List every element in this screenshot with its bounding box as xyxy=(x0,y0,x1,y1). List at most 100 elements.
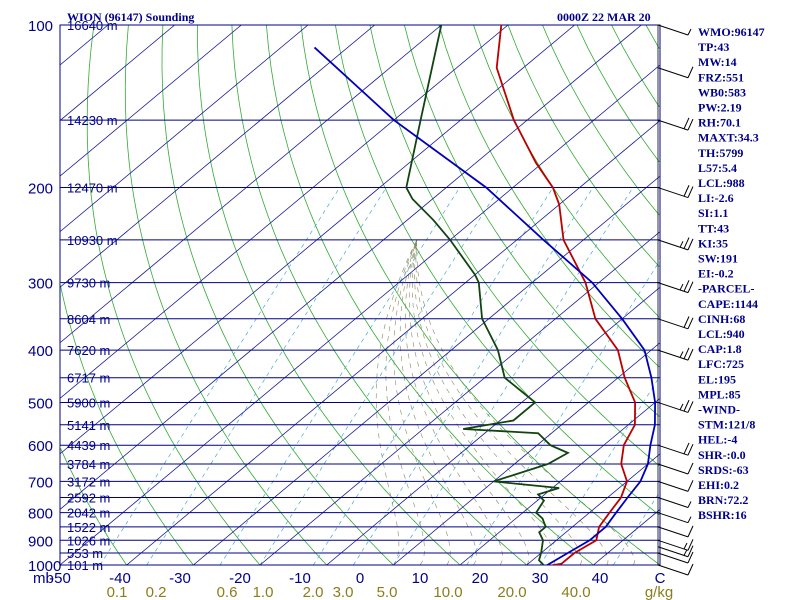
pressure-tick-label: 100 xyxy=(28,18,53,35)
height-label: 2042 m xyxy=(67,506,110,521)
isotherm xyxy=(459,397,660,565)
wind-barb-staff xyxy=(657,463,689,475)
isotherm xyxy=(60,25,309,233)
index-item: STM:121/8 xyxy=(698,418,755,432)
wind-barb-half xyxy=(679,351,684,358)
mixing-ratio-label: 0.2 xyxy=(146,584,167,600)
wind-barb-staff xyxy=(657,187,689,199)
index-item: LCL:940 xyxy=(698,327,745,341)
height-label: 12470 m xyxy=(67,181,118,196)
index-item: SI:1.1 xyxy=(698,206,728,220)
wind-barb-staff xyxy=(657,239,689,251)
isotherm xyxy=(259,231,660,565)
index-item: MAXT:34.3 xyxy=(698,131,759,145)
wind-barb-staff xyxy=(657,119,689,131)
moist-adiabat xyxy=(375,239,418,565)
wind-barb-flag xyxy=(687,281,694,293)
pressure-tick-label: 600 xyxy=(28,438,53,455)
index-item: MW:14 xyxy=(698,55,737,69)
isotherm xyxy=(193,175,660,565)
wind-barbs xyxy=(657,24,694,576)
wind-barb-staff xyxy=(657,67,689,79)
index-item: CAP:1.8 xyxy=(698,342,742,356)
mixing-ratio-line xyxy=(393,187,634,565)
moist-adiabat xyxy=(399,239,477,565)
wind-barb-staff xyxy=(657,526,689,538)
index-item: L57:5.4 xyxy=(698,161,737,175)
index-item: CAPE:1144 xyxy=(698,297,758,311)
mixing-ratio-label: 1.0 xyxy=(253,584,274,600)
mixing-ratio-line xyxy=(146,187,387,565)
wind-barb-half xyxy=(687,501,692,508)
index-item: PW:2.19 xyxy=(698,101,742,115)
wind-barb-flag xyxy=(683,347,690,360)
height-label: 6717 m xyxy=(67,371,110,386)
mixing-ratio-line xyxy=(219,187,460,565)
isotherm xyxy=(60,25,375,288)
background-grid xyxy=(60,25,660,565)
wind-barb-flag xyxy=(683,237,690,249)
mixing-ratio-label: 0.6 xyxy=(217,584,238,600)
height-label: 10930 m xyxy=(67,233,118,248)
temperature-tick-label: 30 xyxy=(532,570,549,587)
index-item: EI:-0.2 xyxy=(698,267,734,281)
dry-adiabat xyxy=(335,25,660,517)
index-item: KI:35 xyxy=(698,236,728,250)
wind-barb-flag xyxy=(687,551,694,564)
index-item: SRDS:-63 xyxy=(698,463,749,477)
pressure-tick-label: 1000 xyxy=(28,558,61,575)
wind-barb-half xyxy=(679,403,684,411)
pressure-tick-label: 800 xyxy=(28,506,53,523)
moist-adiabat xyxy=(414,239,582,565)
isotherm xyxy=(60,25,175,122)
wind-barb-flag xyxy=(687,348,694,361)
dry-adiabat xyxy=(86,25,261,565)
pressure-tick-label: 300 xyxy=(28,276,53,293)
mixing-ratio-line xyxy=(99,187,340,565)
height-label: 5141 m xyxy=(67,418,110,433)
mixing-ratio-label: 10.0 xyxy=(433,584,462,600)
isotherm xyxy=(60,64,660,565)
wind-barb xyxy=(657,497,692,509)
wind-barb xyxy=(657,512,692,524)
wind-barb-staff xyxy=(657,401,689,413)
wind-barb-flag xyxy=(687,66,694,78)
wind-barb-flag xyxy=(687,317,694,330)
pressure-tick-label: 900 xyxy=(28,533,53,550)
mixing-ratio-label: 5.0 xyxy=(377,584,398,600)
isotherm xyxy=(60,25,442,344)
sounding-traces xyxy=(313,25,657,565)
wind-barb xyxy=(657,237,694,251)
wind-barb-staff xyxy=(657,552,689,564)
index-item: WMO:96147 xyxy=(698,25,765,39)
temperature-tick-label: 0 xyxy=(356,570,364,587)
wind-barb-staff xyxy=(657,539,689,551)
wind-barb xyxy=(657,480,694,492)
mixing-ratio-line xyxy=(353,187,594,565)
index-item: BSHR:16 xyxy=(698,508,747,522)
wind-barb xyxy=(657,539,694,551)
wind-barb-flag xyxy=(683,442,690,455)
mixing-ratio-line xyxy=(466,259,660,565)
height-label: 2592 m xyxy=(67,491,110,506)
index-item: BRN:72.2 xyxy=(698,493,748,507)
wind-barb-flag xyxy=(687,186,694,198)
wind-barb xyxy=(657,563,694,576)
wind-barb-flag xyxy=(687,539,694,551)
index-item: MPL:85 xyxy=(698,387,741,401)
wind-barb xyxy=(657,442,694,456)
wind-barb-staff xyxy=(657,349,689,361)
wind-barb-staff xyxy=(657,444,689,456)
mixing-ratio-line xyxy=(313,187,554,565)
index-item: WB0:583 xyxy=(698,85,746,99)
index-item: -WIND- xyxy=(698,403,740,417)
mixing-ratio-label: 3.0 xyxy=(333,584,354,600)
wind-barb xyxy=(657,462,694,475)
temperature-tick-label: -20 xyxy=(229,570,251,587)
index-item: LI:-2.6 xyxy=(698,191,734,205)
index-item: SW:191 xyxy=(698,252,738,266)
height-label: 3784 m xyxy=(67,457,110,472)
pressure-tick-label: 400 xyxy=(28,343,53,360)
wind-barb-flag xyxy=(687,480,694,492)
